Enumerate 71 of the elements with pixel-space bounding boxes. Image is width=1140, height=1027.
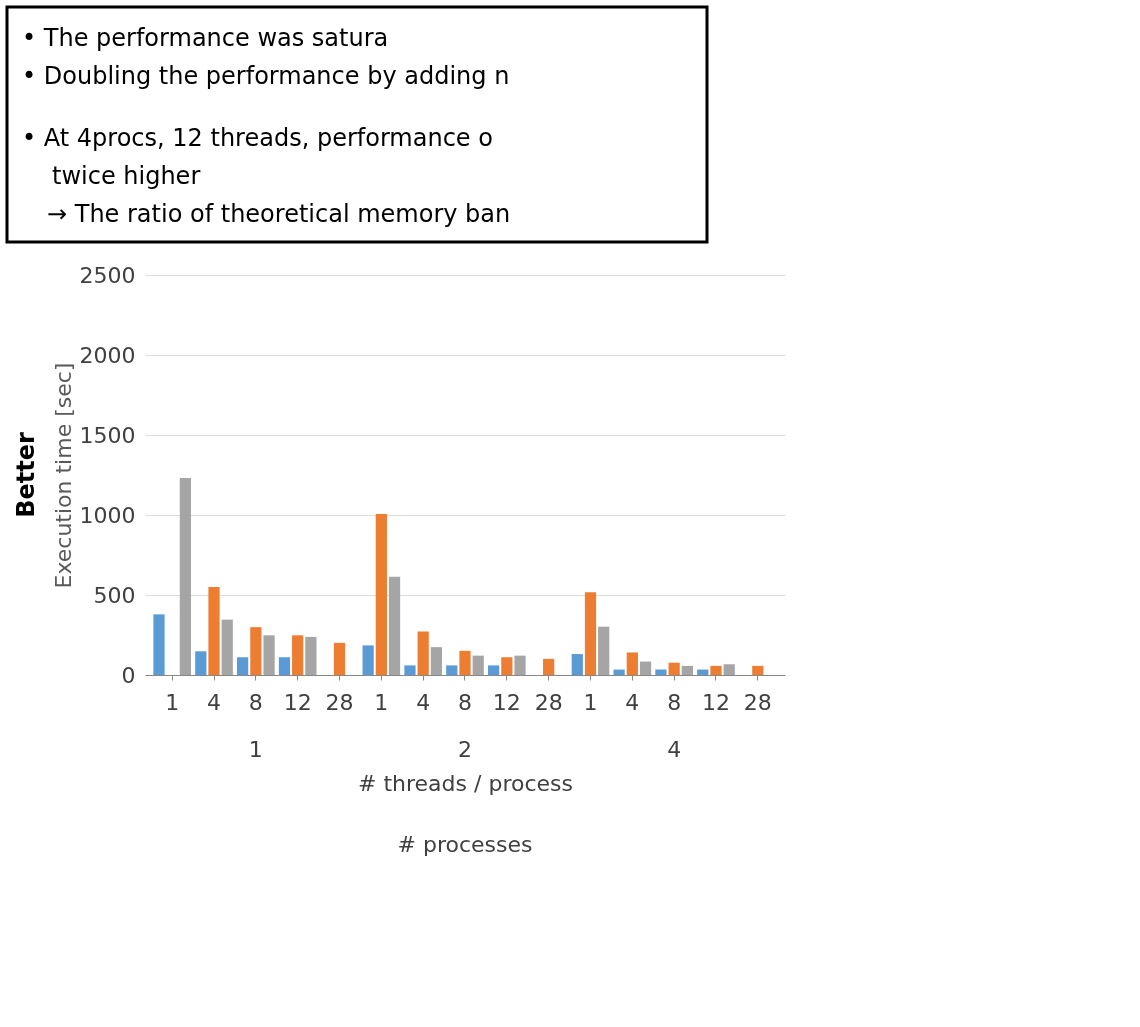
bar <box>488 665 500 675</box>
bar <box>417 631 429 675</box>
bar <box>375 513 387 675</box>
bar <box>639 661 652 675</box>
text: # processes <box>397 832 533 857</box>
bar <box>208 587 220 675</box>
text: • The performance was satura <box>22 24 389 52</box>
x-tick-label: 8 <box>667 689 682 715</box>
bar <box>598 626 610 675</box>
bar <box>571 654 583 675</box>
y-tick-label: 2500 <box>79 262 136 288</box>
bar <box>362 645 374 675</box>
x-tick-label: 28 <box>325 689 354 715</box>
x-tick-label: 1 <box>165 689 180 715</box>
x-tick-label: 8 <box>248 689 263 715</box>
text: • At 4procs, 12 threads, performance o <box>22 124 493 152</box>
x-tick-label: 4 <box>207 689 222 715</box>
text: Better <box>12 432 40 518</box>
x-tick-label: 12 <box>283 689 312 715</box>
bar <box>179 477 192 675</box>
bar <box>292 635 304 675</box>
bar <box>388 576 401 675</box>
x-tick-label: 1 <box>583 689 598 715</box>
bar <box>263 635 275 675</box>
bar <box>153 614 165 675</box>
y-tick-label: 500 <box>93 582 136 608</box>
bar <box>459 650 471 675</box>
bar <box>195 651 207 675</box>
bar <box>752 665 764 675</box>
bar <box>613 669 625 675</box>
bar <box>278 657 291 675</box>
bar <box>655 669 667 675</box>
x-tick-label: 28 <box>743 689 772 715</box>
x-axis-title: # threads / process <box>358 770 573 796</box>
bar <box>543 658 555 675</box>
text: 4 <box>667 737 682 762</box>
bar <box>305 636 317 675</box>
bar <box>430 647 442 675</box>
y-tick-label: 1500 <box>79 422 136 448</box>
bar <box>584 592 597 675</box>
y-tick-label: 1000 <box>79 502 136 528</box>
bar <box>723 664 735 675</box>
x-tick-label: 8 <box>458 689 472 715</box>
x-tick-label: 4 <box>625 689 640 715</box>
bar <box>710 665 722 675</box>
text: twice higher <box>52 162 201 190</box>
bar <box>250 627 262 675</box>
text: → The ratio of theoretical memory ban <box>47 200 511 228</box>
bar <box>668 662 680 675</box>
y-axis-title: Execution time [sec] <box>50 362 76 589</box>
bar <box>514 655 526 675</box>
x-tick-label: 12 <box>492 689 521 715</box>
y-tick-label: 2000 <box>79 342 136 368</box>
x-tick-label: 4 <box>416 689 431 715</box>
bar <box>221 619 233 675</box>
bar <box>681 665 693 675</box>
x-tick-label: 28 <box>534 689 563 715</box>
x-tick-label: 12 <box>701 689 730 715</box>
bar <box>697 669 709 675</box>
text: 2 <box>458 737 472 762</box>
bar <box>404 665 416 675</box>
text: 1 <box>248 737 263 762</box>
x-tick-label: 1 <box>374 689 389 715</box>
bar <box>472 655 484 675</box>
bar <box>626 652 638 675</box>
text: • Doubling the performance by adding n <box>22 62 510 90</box>
bar <box>333 642 346 675</box>
y-tick-label: 0 <box>121 662 136 688</box>
bar <box>237 657 249 675</box>
bar <box>446 665 458 675</box>
bar <box>501 657 513 675</box>
